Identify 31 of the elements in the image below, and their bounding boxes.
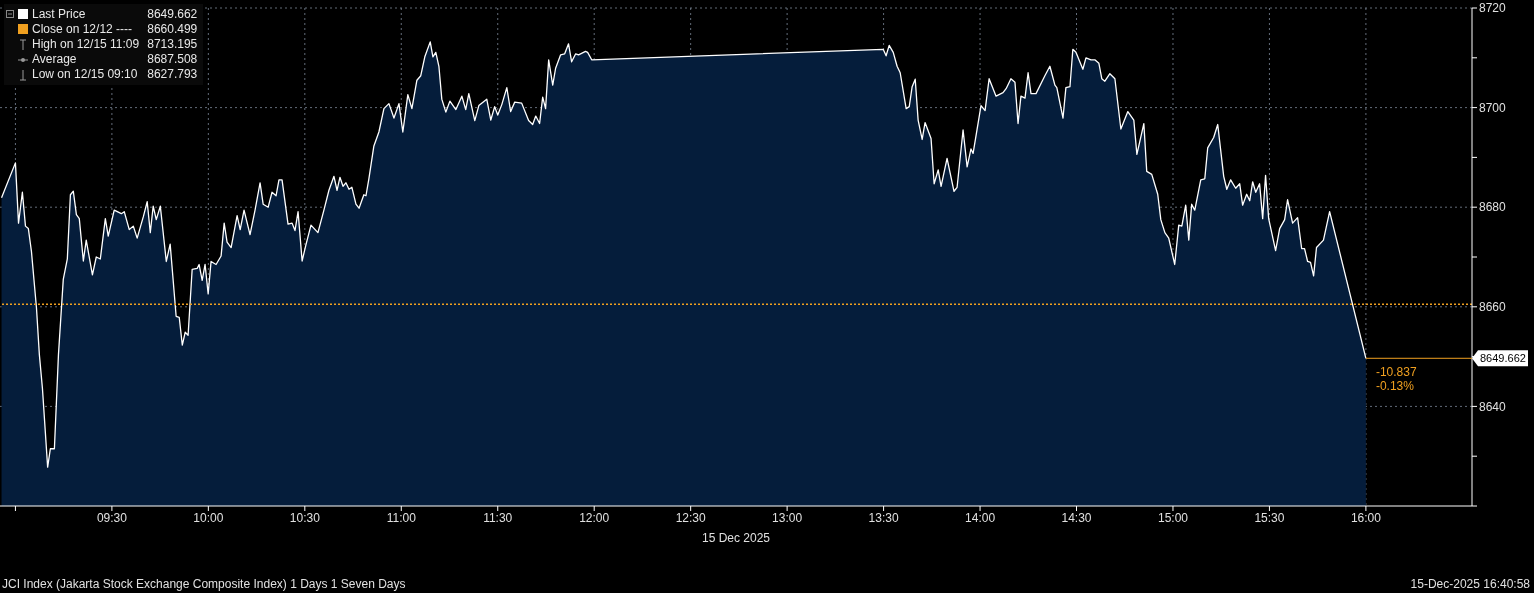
annotation: -10.837 bbox=[1375, 365, 1417, 380]
annotation: -0.13% bbox=[1375, 379, 1415, 394]
x-tick-label: 11:00 bbox=[386, 510, 417, 525]
annotation: Low on 12/15 09:10 8627.793 bbox=[31, 67, 198, 82]
y-tick-label: 8700 bbox=[1479, 100, 1507, 115]
x-tick-label: 13:30 bbox=[868, 510, 899, 525]
annotation: 8649.662 bbox=[147, 7, 198, 22]
legend-label: Last Price bbox=[31, 7, 86, 22]
x-tick-label: 10:00 bbox=[193, 510, 224, 525]
y-tick-label: 8680 bbox=[1479, 200, 1507, 215]
x-tick-label: 16:00 bbox=[1350, 510, 1382, 525]
y-tick-label: 8720 bbox=[1479, 1, 1507, 16]
x-axis-title: 15 Dec 2025 bbox=[701, 531, 771, 545]
x-tick-label: 12:30 bbox=[675, 510, 706, 525]
text: JCI Index (Jakarta Stock Exchange Composite Index) 1 Days 1 Seven Days bbox=[2, 577, 406, 591]
text: 15-Dec-2025 16:40:58 bbox=[1410, 577, 1530, 591]
x-tick-label: 12:00 bbox=[579, 510, 610, 525]
text: 8649.662 bbox=[1480, 352, 1526, 365]
x-tick-label: 14:00 bbox=[965, 510, 996, 525]
text: Close on 12/12 ---- 8660.499 bbox=[32, 22, 198, 36]
x-tick-label: 10:30 bbox=[289, 510, 321, 525]
annotation: High on 12/15 11:09 8713.195 bbox=[31, 37, 198, 52]
x-tick-label: 15:00 bbox=[1157, 510, 1189, 525]
y-tick-label: 8640 bbox=[1479, 399, 1507, 414]
x-tick-label: 14:30 bbox=[1061, 510, 1092, 525]
x-tick-label: 09:30 bbox=[96, 510, 128, 525]
text: Average 8687.508 bbox=[32, 52, 198, 66]
x-tick-label: 11:30 bbox=[483, 510, 513, 525]
x-tick-label: 15:30 bbox=[1254, 510, 1285, 525]
y-tick-label: 8660 bbox=[1479, 300, 1507, 315]
x-tick-label: 13:00 bbox=[772, 510, 803, 525]
